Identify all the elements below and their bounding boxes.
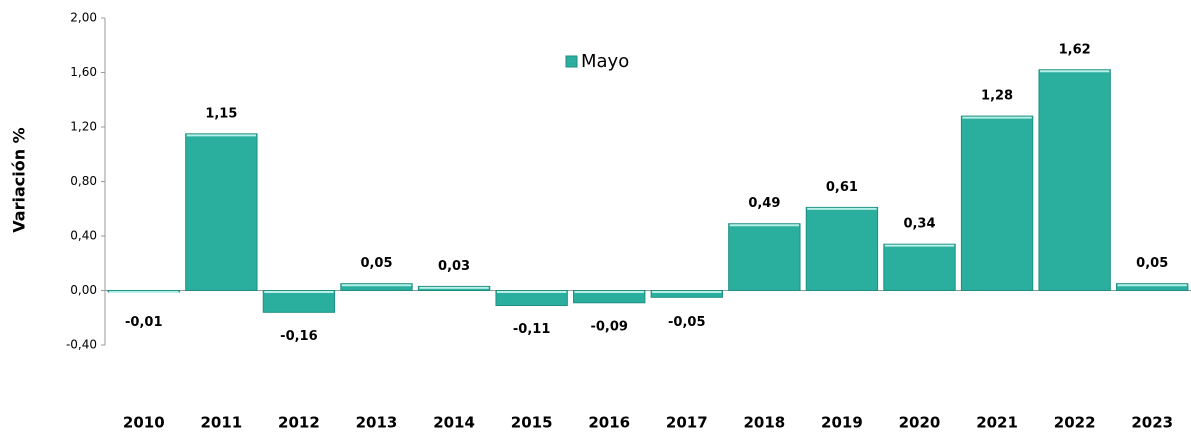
value-label: -0,11: [513, 322, 550, 337]
bar: [728, 223, 801, 291]
bar: [340, 283, 413, 291]
x-tick-label: 2015: [511, 414, 553, 432]
x-tick-label: 2021: [976, 414, 1018, 432]
bar: [185, 133, 258, 291]
y-tick-label: 2,00: [70, 11, 97, 25]
y-tick-label: 0,80: [70, 174, 97, 188]
y-tick-label: 0,40: [70, 229, 97, 243]
x-tick-label: 2013: [356, 414, 398, 432]
x-tick-label: 2016: [588, 414, 630, 432]
legend-label: Mayo: [581, 51, 629, 72]
value-label: 1,15: [205, 106, 237, 121]
value-label: 0,61: [826, 180, 858, 195]
bar: [1038, 69, 1111, 292]
y-tick-label: 1,20: [70, 120, 97, 134]
bar: [495, 290, 568, 306]
value-label: 0,49: [748, 196, 780, 211]
y-axis-label: Variación %: [10, 127, 29, 232]
value-label: 0,03: [438, 259, 470, 274]
bar: [960, 115, 1034, 291]
x-tick-label: 2011: [200, 414, 242, 432]
value-label: -0,01: [125, 315, 162, 330]
value-label: 0,05: [360, 256, 392, 271]
x-tick-label: 2012: [278, 414, 320, 432]
value-label: 1,28: [981, 89, 1013, 104]
bar: [650, 290, 723, 298]
bar: [1116, 283, 1189, 291]
x-tick-label: 2014: [433, 414, 475, 432]
y-tick-label: 0,00: [70, 283, 97, 297]
x-tick-label: 2010: [123, 414, 165, 432]
x-tick-label: 2018: [743, 414, 785, 432]
x-tick-label: 2019: [821, 414, 863, 432]
bar: [262, 290, 336, 313]
bar: [883, 243, 956, 292]
bar: [805, 206, 879, 291]
value-label: 1,62: [1059, 42, 1091, 57]
x-tick-label: 2023: [1131, 414, 1173, 432]
bar: [573, 290, 646, 304]
y-tick-label: -0,40: [66, 338, 97, 352]
value-label: 0,34: [903, 217, 935, 232]
value-label: 0,05: [1136, 256, 1168, 271]
x-tick-label: 2020: [899, 414, 941, 432]
legend-swatch: [565, 55, 578, 68]
value-label: -0,16: [280, 329, 317, 344]
value-label: -0,05: [668, 315, 705, 330]
x-tick-label: 2022: [1054, 414, 1096, 432]
x-tick-label: 2017: [666, 414, 708, 432]
y-tick-label: 1,60: [70, 65, 97, 79]
value-label: -0,09: [590, 319, 627, 334]
